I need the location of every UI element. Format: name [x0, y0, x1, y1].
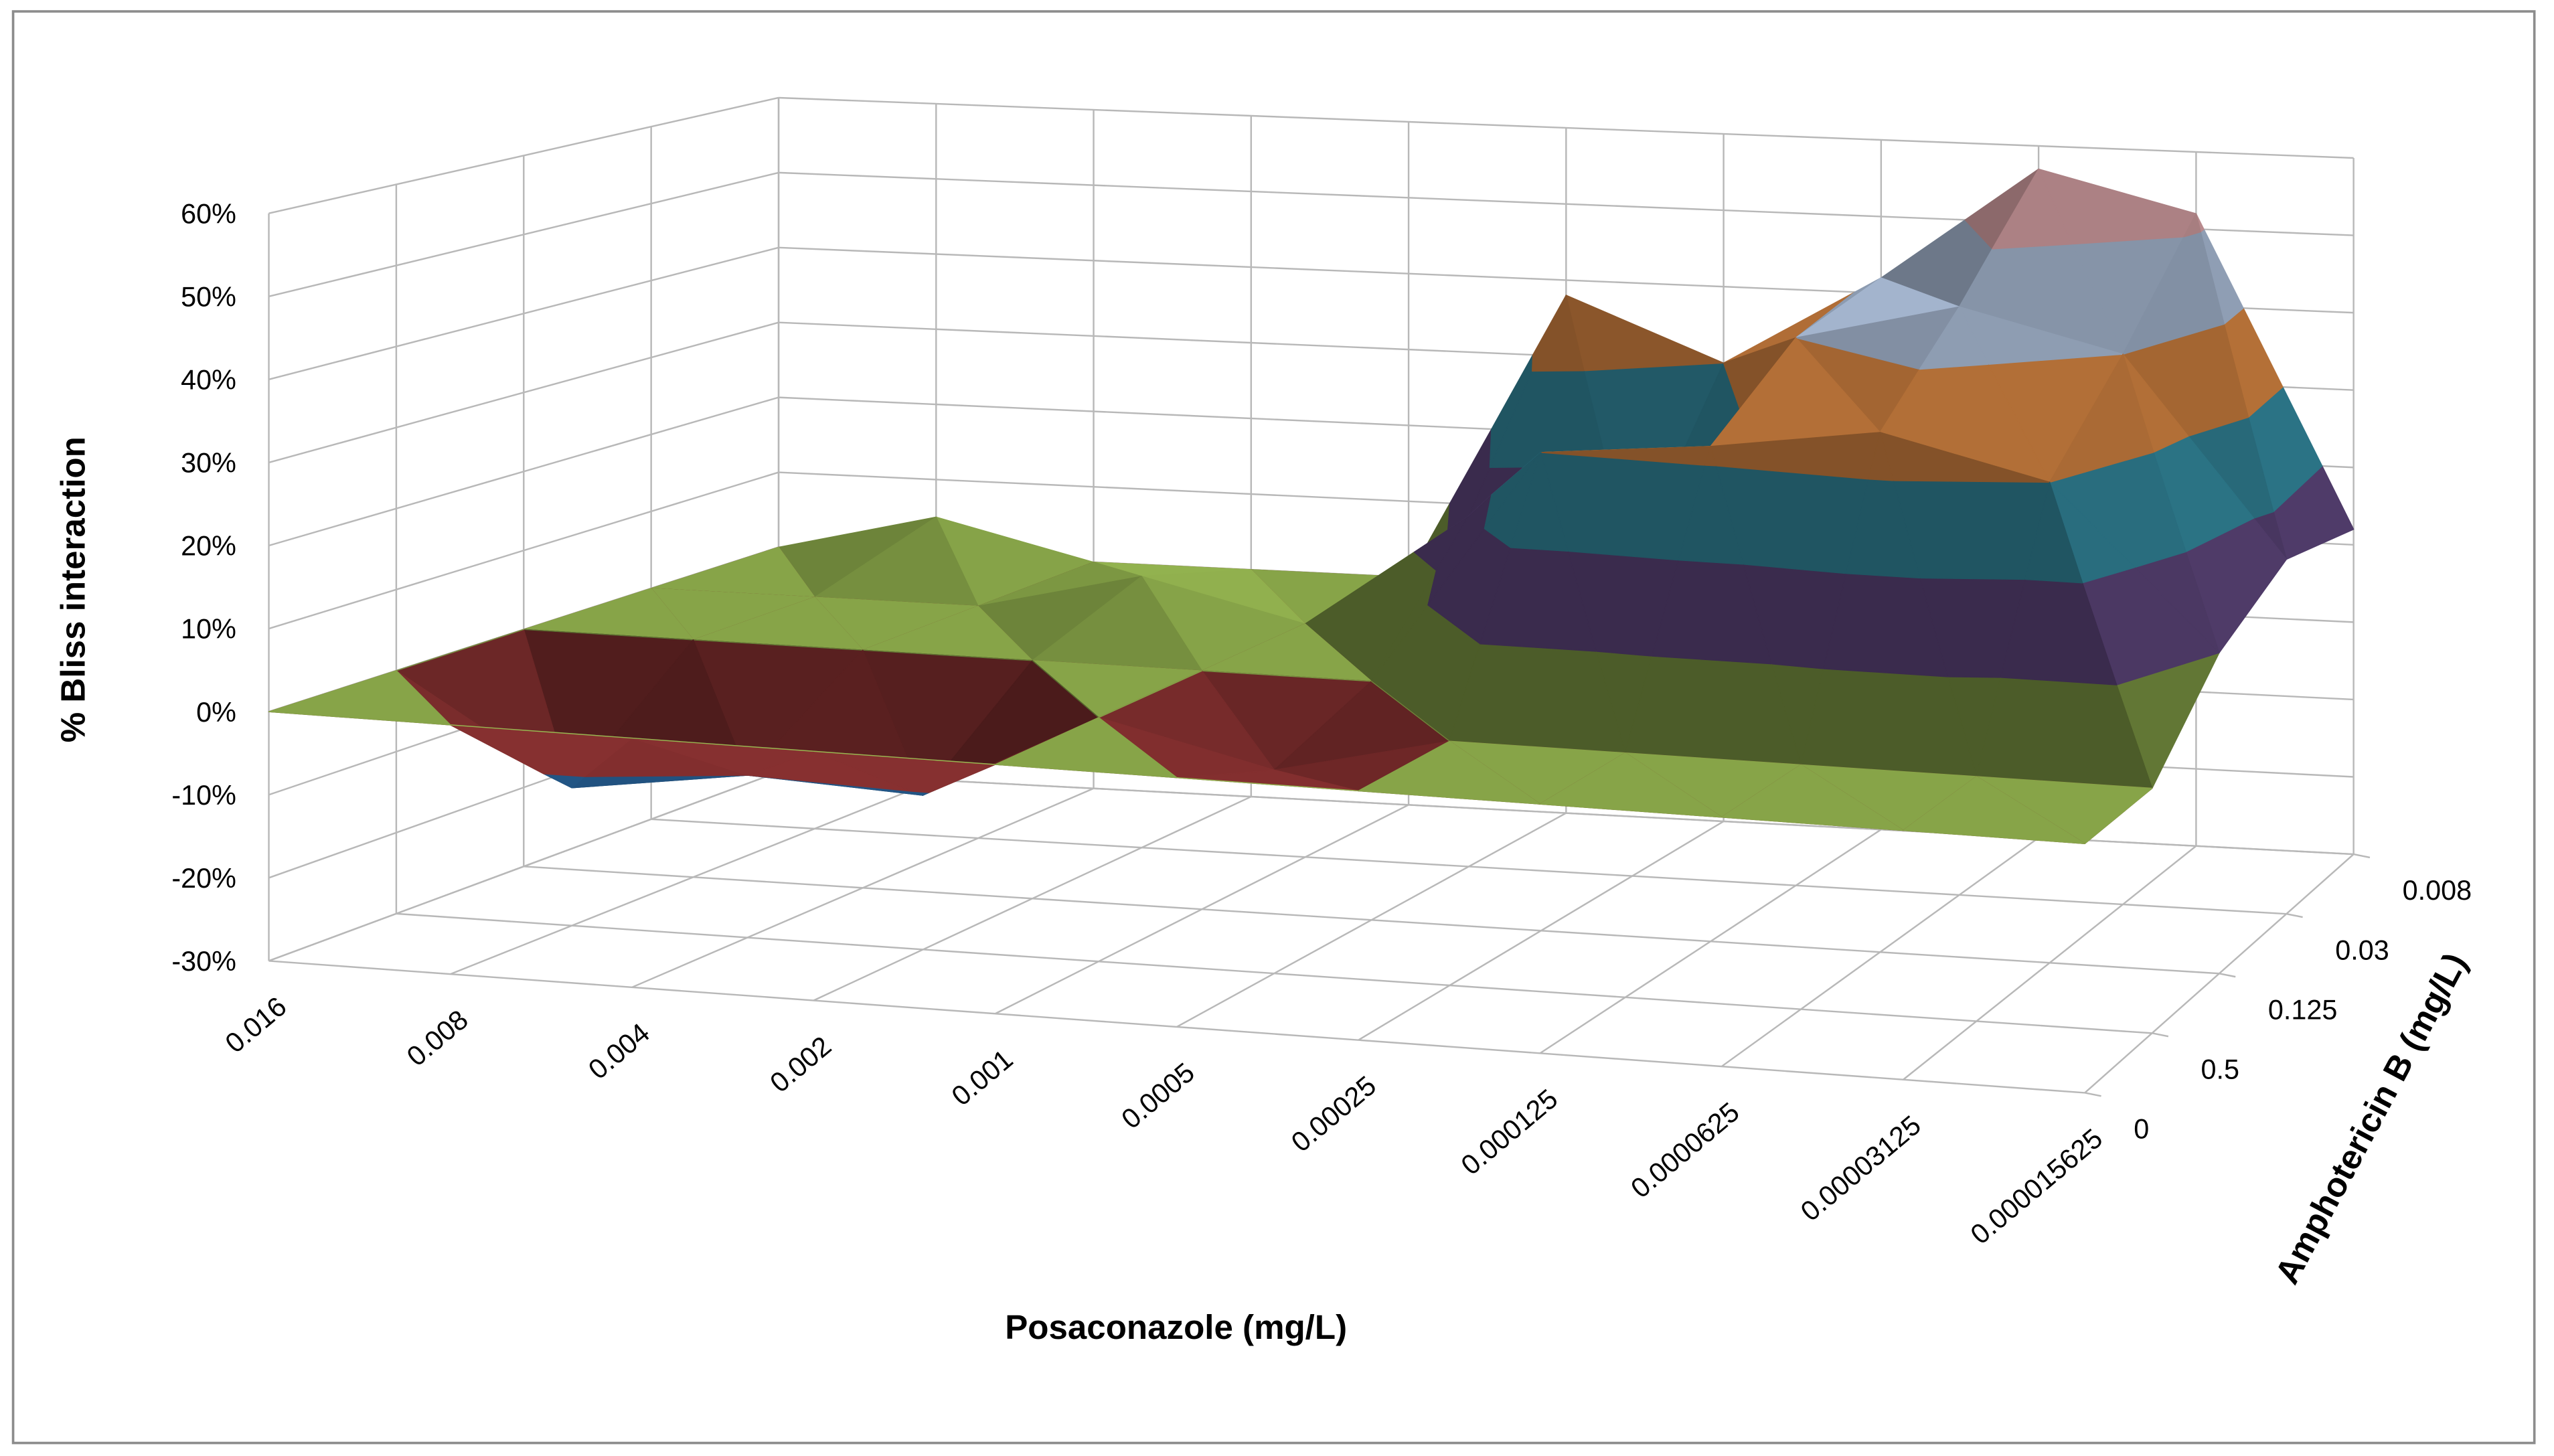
surface-patch	[1868, 432, 1894, 481]
surface-patch	[1721, 764, 1904, 831]
surface-patch	[631, 737, 815, 752]
z-tick-label: 60%	[181, 198, 236, 229]
surface-patch	[1992, 168, 2073, 250]
surface-patch	[268, 670, 451, 726]
surface-patch	[1539, 752, 1723, 818]
surface-patch	[450, 724, 633, 739]
tick-mark	[2219, 973, 2236, 978]
tick-mark	[2084, 1092, 2101, 1097]
surface-patch	[2049, 353, 2154, 483]
y-tick-label: 0.008	[2403, 875, 2472, 906]
surface-patch	[1704, 446, 1717, 467]
surface-patch	[1358, 740, 1541, 805]
z-tick-label: 50%	[181, 281, 236, 312]
z-tick-label: 0%	[196, 697, 236, 728]
chart-border	[11, 10, 2536, 1445]
x-axis-title: Posaconazole (mg/L)	[1005, 1308, 1347, 1346]
z-tick-label: -10%	[171, 780, 236, 811]
surface-patch	[2024, 481, 2083, 584]
z-tick-label: 20%	[181, 531, 236, 562]
z-tick-label: -20%	[171, 863, 236, 894]
surface-patch	[1532, 295, 1585, 372]
z-axis-title: % Bliss interaction	[54, 436, 92, 742]
y-tick-label: 0.125	[2268, 994, 2337, 1025]
surface-patch	[1903, 776, 2085, 844]
category-grid-line	[524, 866, 2220, 975]
surface-patch	[1800, 668, 1978, 777]
surface-patch	[994, 717, 1178, 779]
surface-patch	[813, 750, 996, 765]
z-tick-label: -30%	[171, 946, 236, 977]
category-grid-line	[396, 912, 2152, 1034]
y-tick-label: 0	[2134, 1114, 2149, 1145]
surface-patch	[1510, 452, 1569, 552]
z-tick-label: 40%	[181, 364, 236, 395]
tick-mark	[2286, 912, 2303, 918]
surface-patch	[1919, 306, 1989, 370]
tick-mark	[2152, 1032, 2169, 1038]
surface-patch	[2183, 213, 2201, 238]
category-grid-line	[651, 818, 2287, 915]
category-grid-line	[268, 960, 2085, 1094]
surface-patch	[1176, 777, 1359, 792]
category-grid-line	[778, 771, 2354, 856]
z-tick-label: 30%	[181, 448, 236, 479]
y-tick-label: 0.03	[2335, 935, 2389, 965]
z-tick-label: 10%	[181, 614, 236, 645]
y-tick-label: 0.5	[2201, 1054, 2239, 1084]
tick-mark	[2353, 853, 2371, 859]
